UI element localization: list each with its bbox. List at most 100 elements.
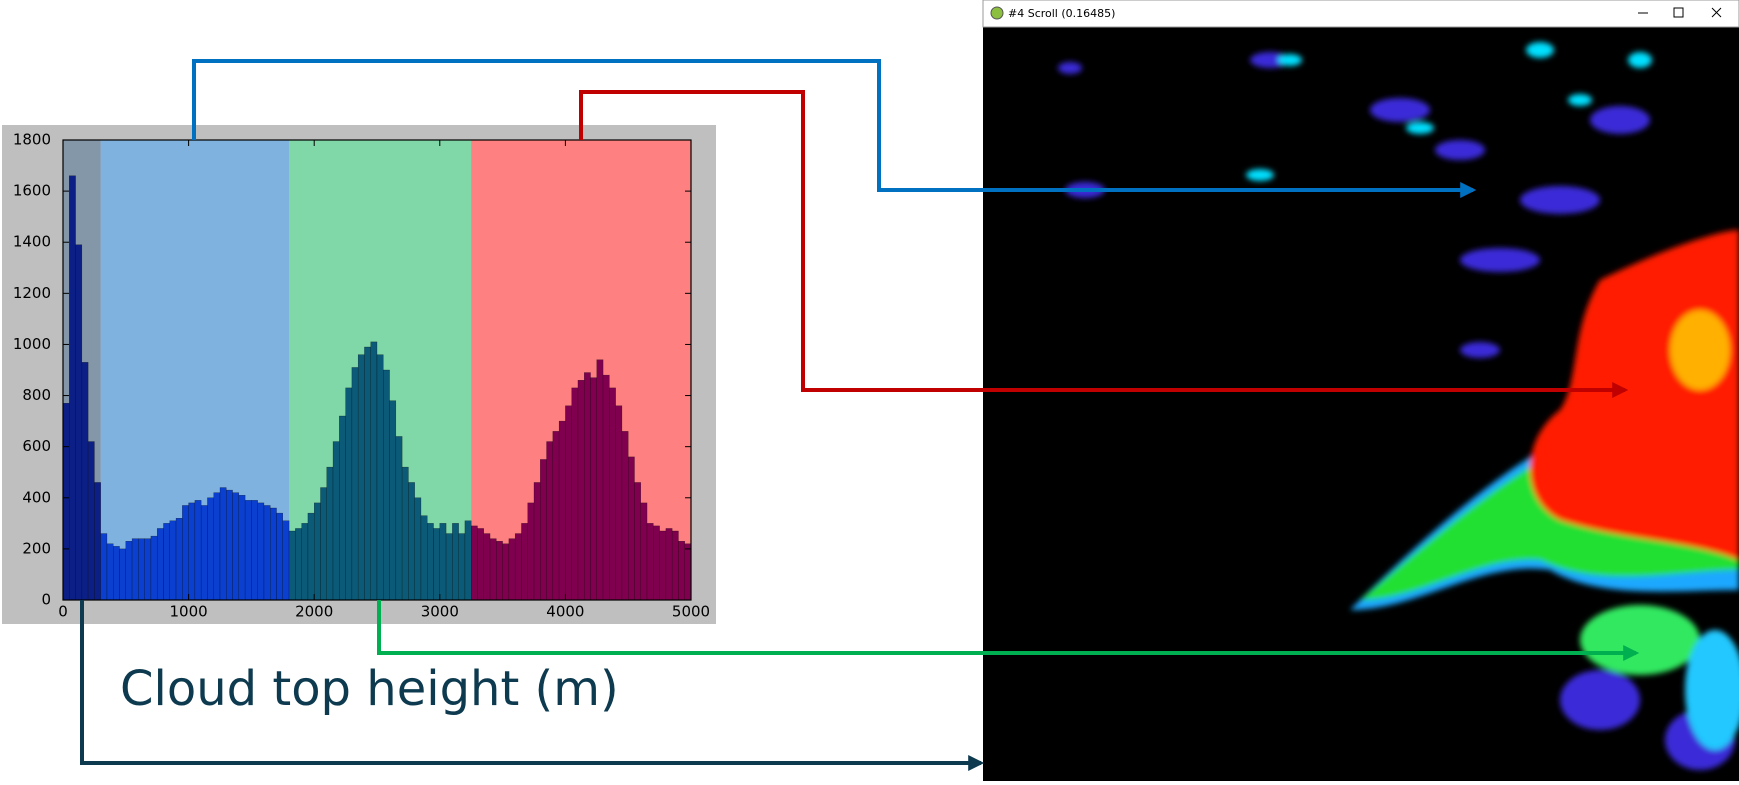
- bar: [270, 508, 276, 600]
- x-tick-label: 1000: [170, 603, 208, 621]
- plot-area: [63, 140, 691, 600]
- bar: [145, 539, 151, 600]
- bar: [434, 528, 440, 600]
- bar: [264, 505, 270, 600]
- bar: [477, 528, 483, 600]
- bar: [314, 503, 320, 600]
- bar: [609, 388, 615, 600]
- bar: [88, 442, 94, 600]
- slide: #4 Scroll (0.16485) Cloud top heig: [0, 0, 1739, 781]
- bar: [157, 528, 163, 600]
- bar: [452, 523, 458, 600]
- bar: [82, 362, 88, 600]
- bar: [201, 505, 207, 600]
- bar: [258, 503, 264, 600]
- bar: [295, 528, 301, 600]
- bar: [120, 549, 126, 600]
- bar: [678, 541, 684, 600]
- bar: [408, 482, 414, 600]
- bar: [176, 518, 182, 600]
- bar: [421, 516, 427, 600]
- bar: [94, 482, 100, 600]
- bar: [490, 539, 496, 600]
- bar: [415, 498, 421, 600]
- bar: [364, 347, 370, 600]
- y-tick-label: 1600: [13, 182, 51, 200]
- bar: [553, 431, 559, 600]
- bar: [132, 539, 138, 600]
- bar: [591, 378, 597, 600]
- bar: [182, 505, 188, 600]
- x-tick-label: 4000: [546, 603, 584, 621]
- bar: [572, 388, 578, 600]
- bar: [446, 534, 452, 600]
- bar: [69, 176, 75, 600]
- bar: [622, 431, 628, 600]
- bar: [509, 539, 515, 600]
- bar: [239, 495, 245, 600]
- bar: [189, 503, 195, 600]
- bar: [302, 523, 308, 600]
- bar: [76, 245, 82, 600]
- bar: [559, 421, 565, 600]
- page: #4 Scroll (0.16485) Cloud top heig: [0, 0, 1739, 781]
- app-icon: [991, 7, 1003, 19]
- bar: [396, 436, 402, 600]
- bar: [503, 544, 509, 600]
- bar: [346, 388, 352, 600]
- bar: [534, 482, 540, 600]
- bar: [660, 531, 666, 600]
- bar: [484, 534, 490, 600]
- y-tick-label: 200: [22, 539, 51, 557]
- bar: [352, 367, 358, 600]
- bar: [603, 375, 609, 600]
- bar: [465, 521, 471, 600]
- bar: [107, 544, 113, 600]
- bar: [459, 534, 465, 600]
- y-tick-label: 1000: [13, 335, 51, 353]
- bar: [233, 493, 239, 600]
- y-tick-label: 800: [22, 386, 51, 404]
- bar: [339, 416, 345, 600]
- bar: [163, 523, 169, 600]
- bar: [151, 536, 157, 600]
- bar: [283, 521, 289, 600]
- bar: [634, 482, 640, 600]
- bar: [195, 500, 201, 600]
- bar: [371, 342, 377, 600]
- y-tick-label: 1800: [13, 131, 51, 149]
- bar: [685, 544, 691, 600]
- x-tick-label: 0: [58, 603, 68, 621]
- x-tick-label: 3000: [421, 603, 459, 621]
- bar: [390, 401, 396, 600]
- window-title: #4 Scroll (0.16485): [1008, 7, 1115, 20]
- bar: [320, 488, 326, 600]
- bar: [528, 503, 534, 600]
- bar: [101, 534, 107, 600]
- bar: [565, 406, 571, 600]
- y-tick-label: 1200: [13, 284, 51, 302]
- bar: [440, 523, 446, 600]
- bar: [327, 467, 333, 600]
- bar: [289, 531, 295, 600]
- bar: [377, 355, 383, 600]
- bar: [578, 380, 584, 600]
- bar: [358, 355, 364, 600]
- bar: [427, 523, 433, 600]
- bar: [63, 403, 69, 600]
- bar: [126, 541, 132, 600]
- bar: [515, 534, 521, 600]
- bar: [245, 500, 251, 600]
- bar: [226, 490, 232, 600]
- x-tick-label: 2000: [295, 603, 333, 621]
- x-tick-label: 5000: [672, 603, 710, 621]
- bar: [628, 457, 634, 600]
- bar: [616, 406, 622, 600]
- bar: [220, 488, 226, 600]
- bar: [207, 498, 213, 600]
- bar: [672, 531, 678, 600]
- bar: [521, 523, 527, 600]
- bar: [584, 373, 590, 600]
- bar: [496, 541, 502, 600]
- bar: [138, 539, 144, 600]
